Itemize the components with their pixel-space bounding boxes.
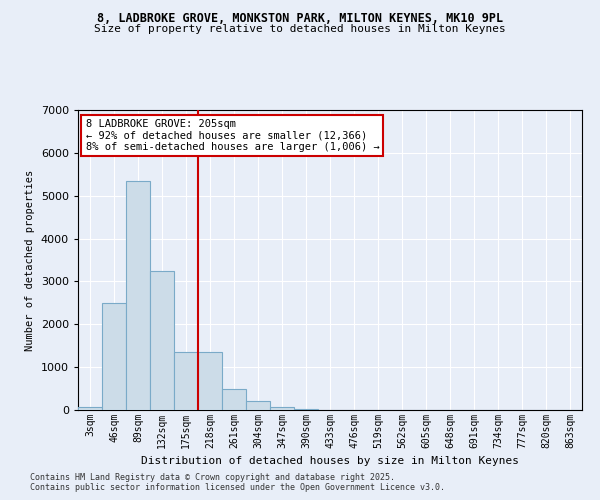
Bar	[198, 352, 222, 410]
Bar	[246, 402, 270, 410]
Text: Contains HM Land Registry data © Crown copyright and database right 2025.: Contains HM Land Registry data © Crown c…	[30, 474, 395, 482]
X-axis label: Distribution of detached houses by size in Milton Keynes: Distribution of detached houses by size …	[141, 456, 519, 466]
Bar	[270, 406, 294, 410]
Bar	[294, 408, 318, 410]
Text: 8 LADBROKE GROVE: 205sqm
← 92% of detached houses are smaller (12,366)
8% of sem: 8 LADBROKE GROVE: 205sqm ← 92% of detach…	[86, 119, 379, 152]
Bar	[78, 407, 102, 410]
Bar	[222, 390, 246, 410]
Text: Contains public sector information licensed under the Open Government Licence v3: Contains public sector information licen…	[30, 484, 445, 492]
Bar	[126, 180, 150, 410]
Text: 8, LADBROKE GROVE, MONKSTON PARK, MILTON KEYNES, MK10 9PL: 8, LADBROKE GROVE, MONKSTON PARK, MILTON…	[97, 12, 503, 26]
Y-axis label: Number of detached properties: Number of detached properties	[25, 170, 35, 350]
Bar	[150, 270, 174, 410]
Text: Size of property relative to detached houses in Milton Keynes: Size of property relative to detached ho…	[94, 24, 506, 34]
Bar	[174, 352, 198, 410]
Bar	[102, 303, 126, 410]
